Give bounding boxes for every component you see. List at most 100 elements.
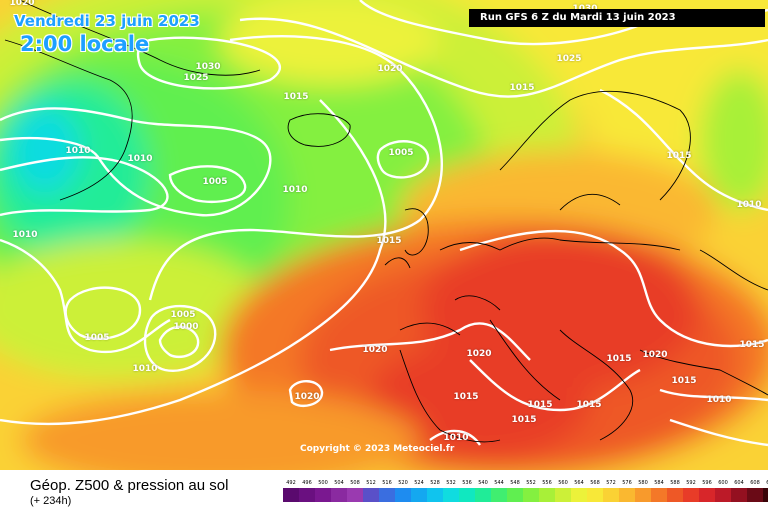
isobar-label: 1010 [127,154,153,164]
scale-step: 500 [315,479,331,502]
scale-swatch [331,488,347,502]
scale-step: 612 [763,479,768,502]
scale-step: 564 [571,479,587,502]
scale-step: 536 [459,479,475,502]
scale-value: 604 [734,480,744,486]
scale-swatch [619,488,635,502]
scale-value: 576 [622,480,632,486]
scale-swatch [603,488,619,502]
scale-value: 492 [286,480,296,486]
isobar-label: 1010 [736,200,762,210]
isobar-label: 1005 [388,148,414,158]
scale-step: 528 [427,479,443,502]
isobar-label: 1025 [183,73,209,83]
scale-value: 564 [574,480,584,486]
scale-value: 544 [494,480,504,486]
forecast-date: Vendredi 23 juin 2023 [14,12,200,30]
isobar-label: 1015 [527,400,553,410]
product-title: Géop. Z500 & pression au sol [30,477,229,494]
scale-value: 516 [382,480,392,486]
scale-swatch [683,488,699,502]
scale-swatch [283,488,299,502]
scale-swatch [747,488,763,502]
scale-step: 516 [379,479,395,502]
scale-step: 580 [635,479,651,502]
scale-swatch [427,488,443,502]
scale-step: 540 [475,479,491,502]
scale-swatch [475,488,491,502]
coastlines [4,0,768,443]
scale-value: 588 [670,480,680,486]
scale-value: 608 [750,480,760,486]
isobar-label: 1005 [84,333,110,343]
scale-value: 600 [718,480,728,486]
isobar-label: 1015 [509,83,535,93]
isobar-label: 1015 [671,376,697,386]
weather-map: 1020103010251020101510251015103010101010… [0,0,768,470]
scale-value: 552 [526,480,536,486]
scale-swatch [731,488,747,502]
isobar-label: 1000 [173,322,199,332]
scale-value: 520 [398,480,408,486]
isobar-label: 1015 [283,92,309,102]
scale-step: 560 [555,479,571,502]
scale-value: 524 [414,480,424,486]
scale-step: 556 [539,479,555,502]
scale-swatch [411,488,427,502]
scale-step: 496 [299,479,315,502]
scale-value: 528 [430,480,440,486]
isobar-label: 1005 [202,177,228,187]
scale-swatch [459,488,475,502]
scale-step: 512 [363,479,379,502]
scale-step: 524 [411,479,427,502]
scale-swatch [299,488,315,502]
isobar-label: 1015 [453,392,479,402]
isobar-label: 1020 [362,345,388,355]
run-info: Run GFS 6 Z du Mardi 13 juin 2023 [469,9,765,27]
scale-value: 592 [686,480,696,486]
scale-swatch [571,488,587,502]
isobar-label: 1010 [132,364,158,374]
scale-step: 548 [507,479,523,502]
isobar-label: 1020 [377,64,403,74]
scale-swatch [363,488,379,502]
scale-swatch [635,488,651,502]
isobar-label: 1015 [666,151,692,161]
isobar-label: 1020 [466,349,492,359]
scale-value: 540 [478,480,488,486]
scale-step: 604 [731,479,747,502]
scale-swatch [491,488,507,502]
isobar-label: 1020 [642,350,668,360]
scale-step: 568 [587,479,603,502]
lead-time: (+ 234h) [30,495,72,507]
scale-swatch [715,488,731,502]
scale-swatch [667,488,683,502]
isobar-label: 1020 [294,392,320,402]
scale-swatch [539,488,555,502]
scale-swatch [763,488,768,502]
scale-step: 584 [651,479,667,502]
scale-swatch [555,488,571,502]
scale-swatch [699,488,715,502]
scale-value: 556 [542,480,552,486]
scale-value: 496 [302,480,312,486]
isobar-label: 1020 [9,0,35,8]
scale-step: 588 [667,479,683,502]
scale-value: 500 [318,480,328,486]
isobar-label: 1015 [739,340,765,350]
isobar-label: 1025 [556,54,582,64]
scale-value: 580 [638,480,648,486]
scale-step: 600 [715,479,731,502]
scale-step: 508 [347,479,363,502]
scale-step: 544 [491,479,507,502]
scale-step: 504 [331,479,347,502]
isobar-label: 1010 [706,395,732,405]
forecast-time: 2:00 locale [20,32,150,56]
scale-value: 572 [606,480,616,486]
scale-step: 576 [619,479,635,502]
isobar-label: 1010 [12,230,38,240]
isobar-label: 1010 [282,185,308,195]
scale-value: 512 [366,480,376,486]
scale-value: 532 [446,480,456,486]
scale-swatch [379,488,395,502]
